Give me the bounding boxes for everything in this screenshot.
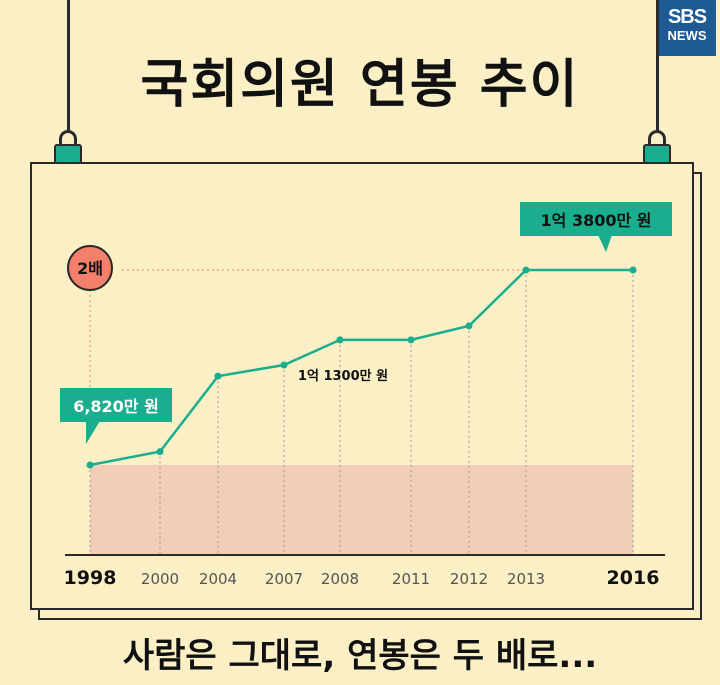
callout-label-2016: 1억 3800만 원	[541, 211, 652, 230]
double-badge-label: 2배	[77, 259, 103, 278]
tick-label-2013: 2013	[507, 570, 545, 588]
sbs-news-logo: SBS NEWS	[658, 0, 716, 56]
tick-label-2007: 2007	[265, 570, 303, 588]
series-line	[89, 268, 633, 467]
padlock-icon-left	[54, 130, 82, 164]
logo-line1: SBS	[667, 6, 707, 28]
tick-label-2000: 2000	[141, 570, 179, 588]
callout-label-1998: 6,820만 원	[73, 397, 159, 416]
tick-label-2012: 2012	[450, 570, 488, 588]
double-badge	[67, 245, 113, 291]
tick-label-2008: 2008	[321, 570, 359, 588]
tick-label-2004: 2004	[199, 570, 237, 588]
data-point-1998	[86, 461, 94, 469]
hanging-cord-left	[67, 0, 70, 132]
callout-pointer-2016	[598, 235, 612, 252]
data-point-2013	[522, 266, 530, 274]
data-point-2008	[336, 336, 344, 344]
baseline-band	[90, 465, 633, 555]
tick-label-1998: 1998	[64, 567, 117, 589]
tick-label-2011: 2011	[392, 570, 430, 588]
data-point-2012	[465, 322, 473, 330]
tick-label-2016: 2016	[607, 567, 660, 589]
annotation-2008: 1억 1300만 원	[298, 368, 388, 384]
data-point-2016	[629, 266, 637, 274]
page-title: 국회의원 연봉 추이	[140, 55, 580, 115]
data-point-2011	[407, 336, 415, 344]
data-point-2007	[280, 361, 288, 369]
data-point-2004	[214, 372, 222, 380]
callout-pointer-1998	[86, 421, 100, 444]
logo-line2: NEWS	[667, 28, 707, 43]
callout-box-2016	[520, 202, 672, 236]
data-point-2000	[156, 448, 164, 456]
page-subtitle: 사람은 그대로, 연봉은 두 배로...	[122, 636, 598, 676]
callout-box-1998	[60, 388, 172, 422]
padlock-icon-right	[643, 130, 671, 164]
hanging-cord-right	[656, 0, 659, 132]
